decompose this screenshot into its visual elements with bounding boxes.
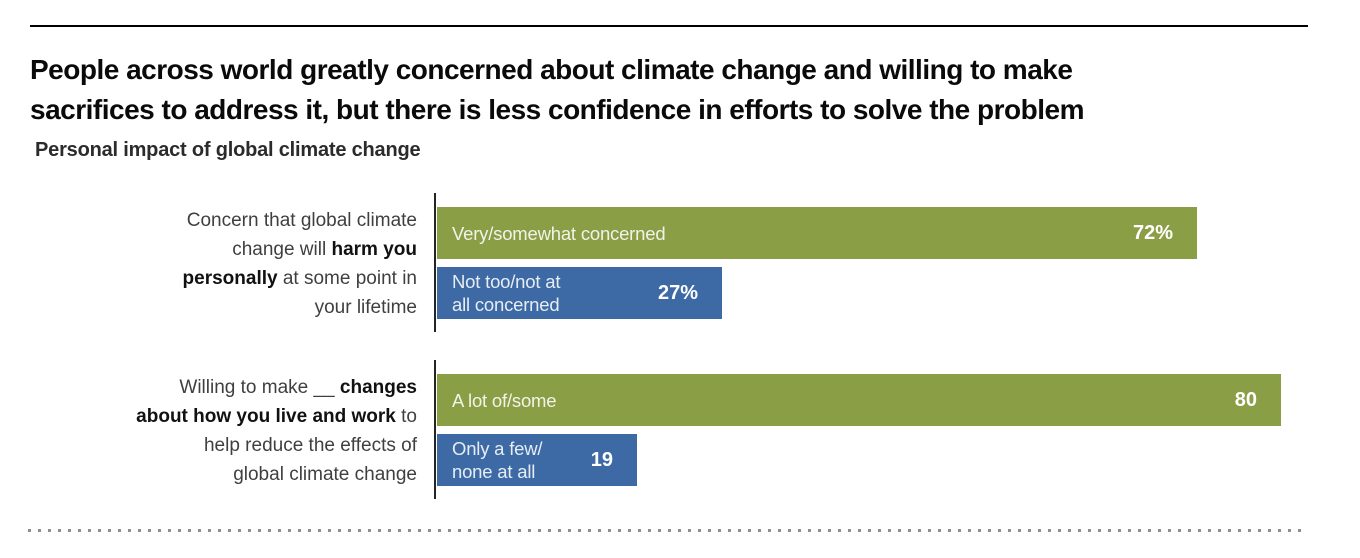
group-label-concern: Concern that global climate change will …	[17, 206, 417, 322]
bar-value-label: 27%	[657, 281, 698, 304]
group-label-emphasis: harm you personally	[182, 239, 417, 289]
chart-title-line-2: sacrifices to address it, but there is l…	[30, 94, 1084, 125]
bar-group: A lot of/some 80 Only a few/ none at all…	[437, 374, 1281, 486]
bar-value-label: 19	[590, 448, 613, 471]
bar-category-label: Very/somewhat concerned	[452, 222, 666, 244]
bottom-dotted-rule	[28, 529, 1307, 532]
axis-line	[434, 193, 436, 332]
group-label-text: to help reduce the effects of global cli…	[203, 406, 417, 485]
bar-not-too-concerned: Not too/not at all concerned 27%	[437, 267, 722, 319]
bar-category-label: Not too/not at all concerned	[452, 271, 561, 315]
bar-value-label: 72%	[1132, 221, 1173, 244]
bar-very-somewhat-concerned: Very/somewhat concerned 72%	[437, 207, 1197, 259]
chart-title-line-1: People across world greatly concerned ab…	[30, 54, 1073, 85]
axis-line	[434, 360, 436, 499]
chart-title: People across world greatly concerned ab…	[30, 50, 1340, 130]
top-rule	[30, 25, 1308, 27]
bar-category-label: A lot of/some	[452, 389, 557, 411]
group-label-willingness: Willing to make __ changes about how you…	[17, 373, 417, 489]
group-label-text: at some point in your lifetime	[282, 268, 417, 318]
bar-group: Very/somewhat concerned 72% Not too/not …	[437, 207, 1197, 319]
chart-subtitle: Personal impact of global climate change	[35, 139, 421, 161]
group-label-emphasis: changes about how you live and work	[136, 377, 417, 427]
group-label-text: Concern that global climate change will	[186, 210, 417, 260]
bar-category-label: Only a few/ none at all	[452, 438, 543, 482]
group-label-text: Willing to make __	[179, 377, 340, 398]
bar-a-lot-of-some: A lot of/some 80	[437, 374, 1281, 426]
bar-value-label: 80	[1234, 388, 1257, 411]
bar-only-a-few-none: Only a few/ none at all 19	[437, 434, 637, 486]
